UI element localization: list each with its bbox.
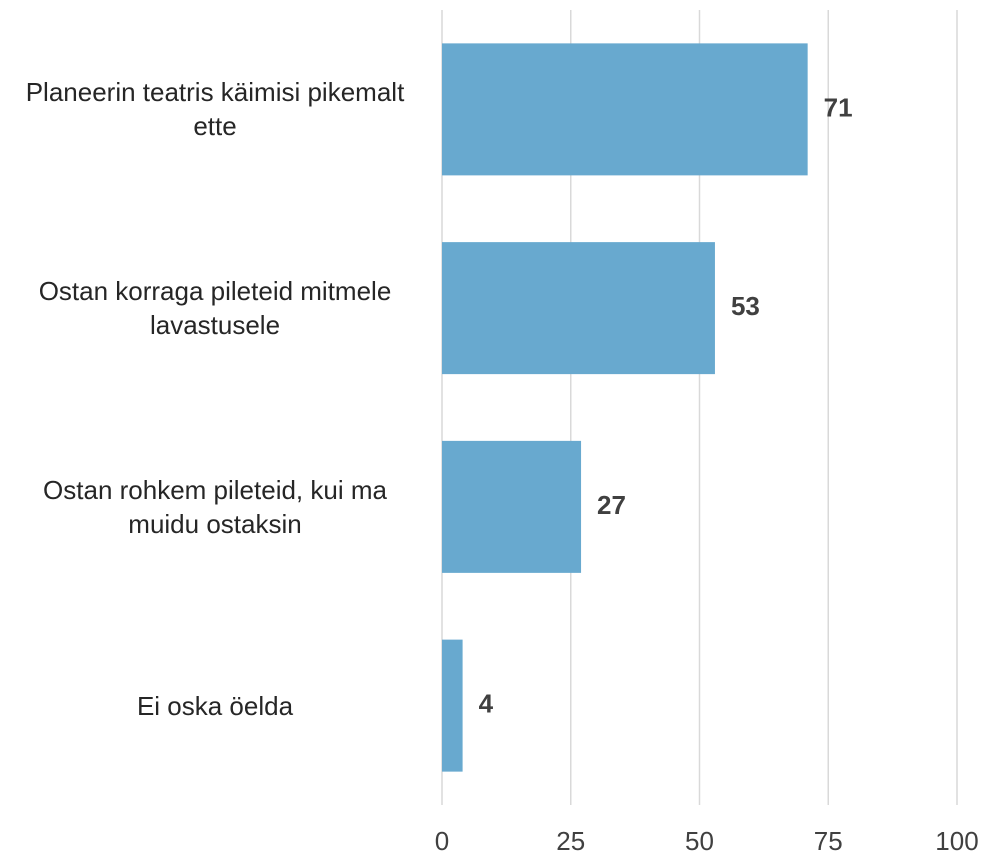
value-label: 27 — [597, 490, 626, 520]
category-label: Ostan korraga pileteid mitmele lavastuse… — [38, 276, 392, 341]
bar — [442, 242, 715, 375]
x-tick-label: 0 — [435, 826, 449, 855]
category-label: Planeerin teatris käimisi pikemalt ette — [25, 77, 405, 142]
x-tick-label: 25 — [556, 826, 585, 855]
x-tick-label: 50 — [685, 826, 714, 855]
value-label: 4 — [479, 689, 494, 719]
category-label: Ei oska öelda — [136, 690, 294, 721]
bar — [442, 43, 808, 176]
bar — [442, 639, 463, 772]
category-label: Ostan rohkem pileteid, kui ma muidu osta… — [43, 474, 387, 539]
value-label: 71 — [824, 92, 853, 122]
x-tick-label: 100 — [935, 826, 978, 855]
x-tick-label: 75 — [814, 826, 843, 855]
value-label: 53 — [731, 291, 760, 321]
bar — [442, 440, 582, 573]
